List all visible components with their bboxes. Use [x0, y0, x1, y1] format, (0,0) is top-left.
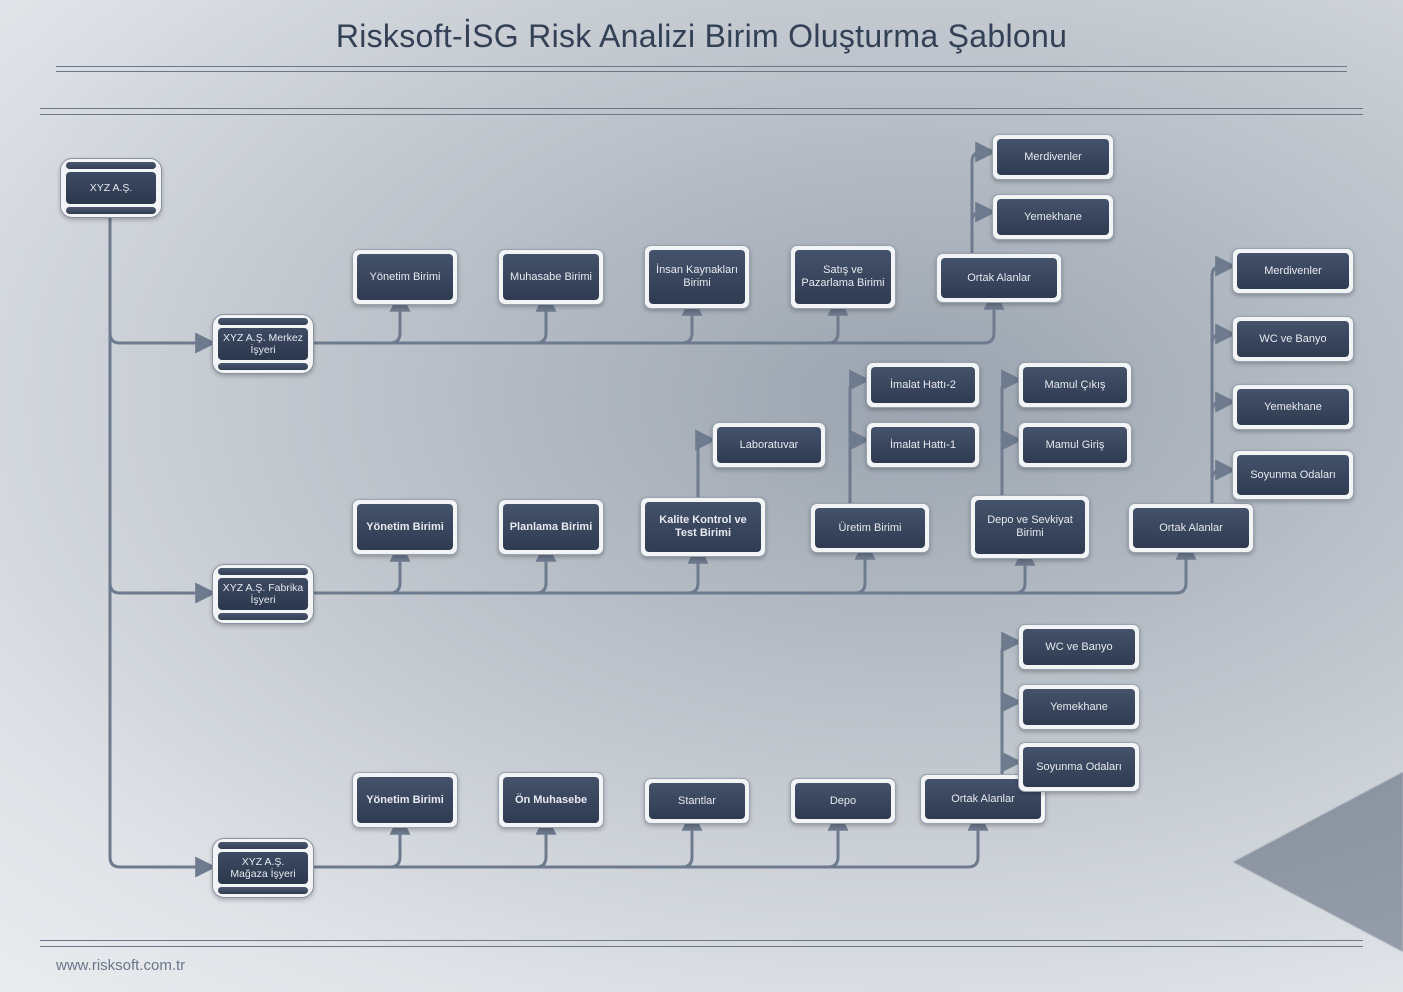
node-g_soyunma: Soyunma Odaları [1018, 742, 1140, 792]
node-g_stant: Stantlar [644, 778, 750, 824]
node-label: Yemekhane [997, 199, 1109, 235]
top-frame-rule [40, 108, 1363, 115]
node-label: Soyunma Odaları [1023, 747, 1135, 787]
node-f_kalite: Kalite Kontrol ve Test Birimi [640, 497, 766, 557]
node-f_yemek: Yemekhane [1232, 384, 1354, 430]
node-f_imalat2: İmalat Hattı-2 [866, 362, 980, 408]
node-label: Soyunma Odaları [1237, 455, 1349, 495]
node-label: Kalite Kontrol ve Test Birimi [645, 502, 761, 552]
edges-layer [0, 0, 1403, 992]
node-label: Merdivenler [1237, 253, 1349, 289]
node-label: Yemekhane [1237, 389, 1349, 425]
node-f_planlama: Planlama Birimi [498, 499, 604, 555]
decorative-triangle [1233, 772, 1403, 952]
node-label: Satış ve Pazarlama Birimi [795, 250, 891, 304]
node-label: İmalat Hattı-2 [871, 367, 975, 403]
node-f_mcikis: Mamul Çıkış [1018, 362, 1132, 408]
node-label: Muhasabe Birimi [503, 254, 599, 300]
node-f_merdiven: Merdivenler [1232, 248, 1354, 294]
node-magaza: XYZ A.Ş. Mağaza İşyeri [212, 838, 314, 898]
page-title: Risksoft-İSG Risk Analizi Birim Oluşturm… [0, 18, 1403, 55]
node-label: İmalat Hattı-1 [871, 427, 975, 463]
node-label: Mamul Giriş [1023, 427, 1127, 463]
node-label: Ortak Alanlar [941, 258, 1057, 298]
node-f_imalat1: İmalat Hattı-1 [866, 422, 980, 468]
footer-url: www.risksoft.com.tr [56, 957, 185, 974]
node-g_yonetim: Yönetim Birimi [352, 772, 458, 828]
node-m_yonetim: Yönetim Birimi [352, 249, 458, 305]
node-g_depo: Depo [790, 778, 896, 824]
node-label: Yönetim Birimi [357, 504, 453, 550]
node-f_lab: Laboratuvar [712, 422, 826, 468]
bottom-frame-rule [40, 940, 1363, 947]
node-label: Mamul Çıkış [1023, 367, 1127, 403]
node-label: XYZ A.Ş. Fabrika İşyeri [218, 578, 308, 610]
node-label: Planlama Birimi [503, 504, 599, 550]
node-label: XYZ A.Ş. Mağaza İşyeri [218, 852, 308, 884]
node-merkez: XYZ A.Ş. Merkez İşyeri [212, 314, 314, 374]
node-label: WC ve Banyo [1023, 629, 1135, 665]
node-m_satis: Satış ve Pazarlama Birimi [790, 245, 896, 309]
node-m_ik: İnsan Kaynakları Birimi [644, 245, 750, 309]
node-g_yemek: Yemekhane [1018, 684, 1140, 730]
node-f_depo: Depo ve Sevkiyat Birimi [970, 495, 1090, 559]
node-m_yemek: Yemekhane [992, 194, 1114, 240]
title-rule [56, 66, 1347, 72]
node-label: Ortak Alanlar [1133, 508, 1249, 548]
node-label: XYZ A.Ş. [66, 172, 156, 204]
diagram-page: Risksoft-İSG Risk Analizi Birim Oluşturm… [0, 0, 1403, 992]
node-label: İnsan Kaynakları Birimi [649, 250, 745, 304]
node-label: Depo [795, 783, 891, 819]
node-label: Yönetim Birimi [357, 254, 453, 300]
node-fabrika: XYZ A.Ş. Fabrika İşyeri [212, 564, 314, 624]
node-label: Merdivenler [997, 139, 1109, 175]
node-g_wc: WC ve Banyo [1018, 624, 1140, 670]
node-g_onmuh: Ön Muhasebe [498, 772, 604, 828]
node-root: XYZ A.Ş. [60, 158, 162, 218]
node-label: Yönetim Birimi [357, 777, 453, 823]
node-label: XYZ A.Ş. Merkez İşyeri [218, 328, 308, 360]
node-label: Depo ve Sevkiyat Birimi [975, 500, 1085, 554]
node-f_yonetim: Yönetim Birimi [352, 499, 458, 555]
node-f_wc: WC ve Banyo [1232, 316, 1354, 362]
node-f_mgiris: Mamul Giriş [1018, 422, 1132, 468]
node-f_soyunma: Soyunma Odaları [1232, 450, 1354, 500]
node-label: Laboratuvar [717, 427, 821, 463]
node-label: Üretim Birimi [815, 508, 925, 548]
node-m_merdiven: Merdivenler [992, 134, 1114, 180]
node-label: Stantlar [649, 783, 745, 819]
node-f_uretim: Üretim Birimi [810, 503, 930, 553]
node-label: Yemekhane [1023, 689, 1135, 725]
node-label: WC ve Banyo [1237, 321, 1349, 357]
node-m_muhasebe: Muhasabe Birimi [498, 249, 604, 305]
node-label: Ön Muhasebe [503, 777, 599, 823]
node-f_ortak: Ortak Alanlar [1128, 503, 1254, 553]
node-m_ortak: Ortak Alanlar [936, 253, 1062, 303]
